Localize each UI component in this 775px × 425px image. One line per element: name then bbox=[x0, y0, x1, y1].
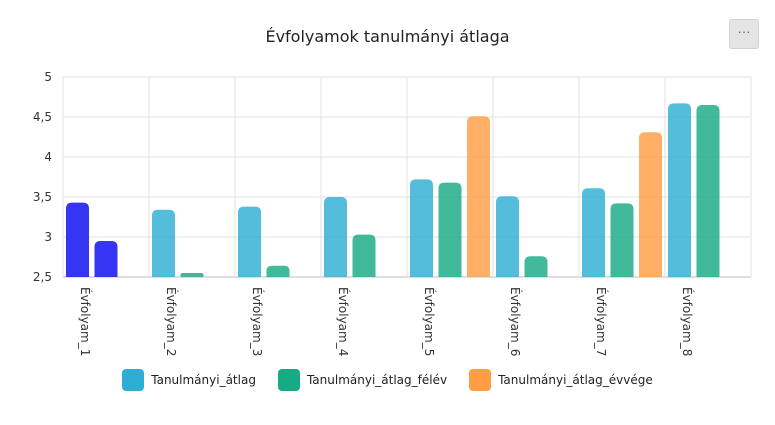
legend-swatch bbox=[122, 369, 145, 391]
legend: Tanulmányi_átlag Tanulmányi_átlag_félév Ta… bbox=[0, 368, 775, 392]
bar-tanulm-nyi-tlag-7[interactable] bbox=[582, 188, 605, 277]
x-tick-label: Évfolyam_5 bbox=[422, 287, 437, 356]
y-tick-label: 2,5 bbox=[33, 270, 52, 284]
bar-tanulm-nyi-tlag-3[interactable] bbox=[238, 206, 261, 277]
x-tick-label: Évfolyam_7 bbox=[594, 287, 609, 356]
y-tick-label: 4 bbox=[44, 150, 52, 164]
bar-tanulm-nyi-tlag-f-l-v-7[interactable] bbox=[610, 203, 634, 277]
bar-tanulm-nyi-tlag-vv-ge-7[interactable] bbox=[639, 132, 662, 277]
x-tick-label: Évfolyam_4 bbox=[336, 287, 351, 356]
bar-tanulm-nyi-tlag-8[interactable] bbox=[668, 103, 691, 278]
bar-tanulm-nyi-tlag-4[interactable] bbox=[324, 197, 347, 277]
bar-marks bbox=[66, 103, 720, 278]
y-tick-label: 5 bbox=[44, 70, 52, 84]
legend-swatch bbox=[469, 369, 492, 391]
bar-tanulm-nyi-tlag-f-l-v-2[interactable] bbox=[180, 273, 204, 277]
bar-tanulm-nyi-tlag-2[interactable] bbox=[152, 209, 175, 277]
x-tick-label: Évfolyam_1 bbox=[78, 287, 93, 356]
y-axis-ticks: 2,5 3 3,5 4 4,5 5 bbox=[33, 70, 52, 284]
chart-title: Évfolyamok tanulmányi átlaga bbox=[265, 27, 510, 46]
bar-tanulm-nyi-tlag-f-l-v-6[interactable] bbox=[524, 256, 548, 277]
legend-item[interactable]: Tanulmányi_átlag bbox=[122, 369, 256, 391]
bar-tanulm-nyi-tlag-f-l-v-4[interactable] bbox=[352, 234, 376, 277]
bar-tanulm-nyi-tlag-f-l-v-3[interactable] bbox=[266, 265, 290, 277]
bar-tanulm-nyi-tlag-6[interactable] bbox=[496, 196, 519, 277]
bar-tanulm-nyi-tlag-f-l-v-1[interactable] bbox=[94, 241, 118, 277]
legend-label: Tanulmányi_átlag bbox=[151, 373, 256, 387]
legend-item[interactable]: Tanulmányi_átlag_évvége bbox=[469, 369, 653, 391]
bar-tanulm-nyi-tlag-1[interactable] bbox=[66, 202, 89, 277]
x-tick-label: Évfolyam_3 bbox=[250, 287, 265, 356]
bar-tanulm-nyi-tlag-vv-ge-5[interactable] bbox=[467, 116, 490, 277]
grid-lines bbox=[62, 76, 752, 278]
y-tick-label: 4,5 bbox=[33, 110, 52, 124]
y-tick-label: 3 bbox=[44, 230, 52, 244]
chart-menu-button[interactable]: ··· bbox=[729, 19, 759, 49]
legend-item[interactable]: Tanulmányi_átlag_félév bbox=[277, 369, 448, 391]
y-tick-label: 3,5 bbox=[33, 190, 52, 204]
bar-tanulm-nyi-tlag-f-l-v-5[interactable] bbox=[438, 182, 462, 277]
x-tick-label: Évfolyam_2 bbox=[164, 287, 179, 356]
bar-tanulm-nyi-tlag-5[interactable] bbox=[410, 179, 433, 277]
legend-label: Tanulmányi_átlag_félév bbox=[306, 373, 448, 387]
x-axis-ticks: Évfolyam_1 Évfolyam_2 Évfolyam_3 Évfolyam_4… bbox=[78, 287, 695, 356]
x-tick-label: Évfolyam_6 bbox=[508, 287, 523, 356]
x-tick-label: Évfolyam_8 bbox=[680, 287, 695, 356]
bar-tanulm-nyi-tlag-f-l-v-8[interactable] bbox=[696, 105, 720, 277]
legend-swatch bbox=[277, 369, 300, 391]
legend-label: Tanulmányi_átlag_évvége bbox=[498, 373, 653, 387]
